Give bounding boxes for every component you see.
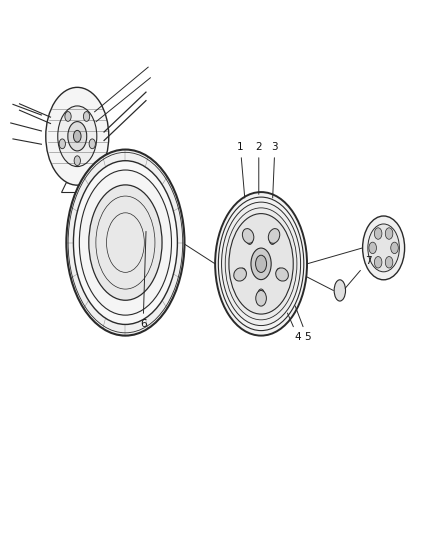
Ellipse shape <box>73 161 177 325</box>
Ellipse shape <box>385 228 392 239</box>
Ellipse shape <box>368 242 376 254</box>
Ellipse shape <box>385 256 392 268</box>
Ellipse shape <box>257 289 264 299</box>
Ellipse shape <box>255 290 266 306</box>
Ellipse shape <box>65 111 71 122</box>
Ellipse shape <box>275 268 288 281</box>
Text: 3: 3 <box>271 142 278 198</box>
Text: 5: 5 <box>294 306 310 342</box>
Ellipse shape <box>390 242 397 254</box>
Ellipse shape <box>73 131 81 142</box>
Ellipse shape <box>83 111 89 122</box>
Ellipse shape <box>333 280 345 301</box>
Text: 7: 7 <box>344 256 371 288</box>
Ellipse shape <box>46 87 109 185</box>
Ellipse shape <box>74 156 80 166</box>
Ellipse shape <box>374 228 381 239</box>
Ellipse shape <box>88 185 162 300</box>
Ellipse shape <box>246 235 252 245</box>
Ellipse shape <box>374 256 381 268</box>
Ellipse shape <box>367 224 399 272</box>
Ellipse shape <box>59 139 65 149</box>
Text: 6: 6 <box>140 231 146 329</box>
Text: 4: 4 <box>287 313 300 342</box>
Ellipse shape <box>362 216 404 280</box>
Ellipse shape <box>79 170 171 315</box>
Ellipse shape <box>268 229 279 244</box>
Ellipse shape <box>215 192 306 336</box>
Text: 1: 1 <box>237 142 244 198</box>
Ellipse shape <box>66 150 184 336</box>
Ellipse shape <box>228 214 293 314</box>
Text: 2: 2 <box>255 142 261 195</box>
Ellipse shape <box>242 229 253 244</box>
Ellipse shape <box>268 235 275 245</box>
Ellipse shape <box>251 248 271 280</box>
Ellipse shape <box>89 139 95 149</box>
Ellipse shape <box>276 268 282 278</box>
Ellipse shape <box>239 268 245 278</box>
Polygon shape <box>336 285 343 296</box>
Ellipse shape <box>58 106 97 167</box>
Ellipse shape <box>225 208 296 320</box>
Ellipse shape <box>233 268 246 281</box>
Ellipse shape <box>67 122 87 151</box>
Ellipse shape <box>221 202 300 326</box>
Ellipse shape <box>255 255 266 272</box>
